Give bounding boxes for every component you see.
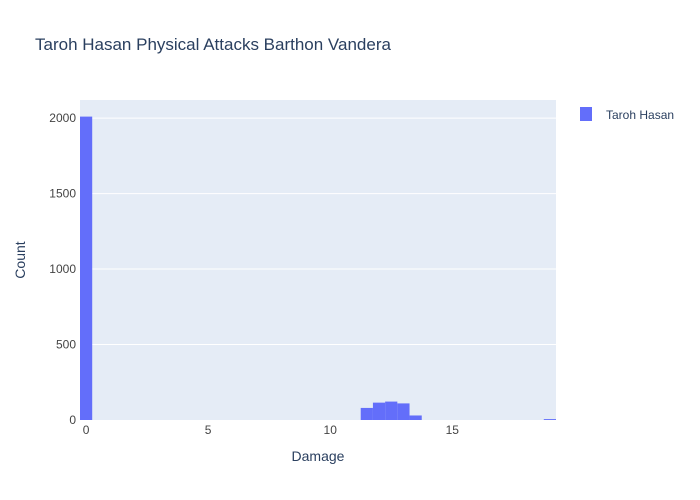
y-tick-label: 1000	[49, 262, 76, 276]
plot-area	[80, 100, 556, 421]
legend[interactable]: Taroh Hasan	[580, 107, 674, 122]
y-tick-label: 2000	[49, 111, 76, 125]
y-axis-title: Count	[12, 241, 28, 278]
histogram-bar[interactable]	[409, 415, 422, 420]
x-tick-label: 10	[324, 423, 338, 437]
histogram-bar[interactable]	[372, 402, 386, 420]
histogram-bar[interactable]	[80, 116, 93, 421]
legend-swatch[interactable]	[580, 107, 592, 121]
histogram-bar[interactable]	[360, 407, 373, 420]
chart-title: Taroh Hasan Physical Attacks Barthon Van…	[35, 35, 391, 54]
x-axis-title: Damage	[292, 448, 345, 464]
legend-label[interactable]: Taroh Hasan	[606, 108, 674, 122]
histogram-bar[interactable]	[543, 419, 556, 420]
histogram-bar[interactable]	[385, 401, 398, 420]
histogram-bar[interactable]	[397, 403, 410, 420]
x-tick-label: 5	[205, 423, 212, 437]
y-axis-ticks: 0 500 1000 1500 2000	[49, 111, 76, 427]
y-tick-label: 0	[69, 413, 76, 427]
x-tick-label: 15	[446, 423, 460, 437]
x-tick-label: 0	[83, 423, 90, 437]
grid-lines	[80, 117, 556, 346]
y-tick-label: 1500	[49, 187, 76, 201]
plot-background	[80, 100, 556, 420]
x-axis-ticks: 0 5 10 15	[83, 423, 459, 437]
bars	[80, 116, 556, 421]
y-tick-label: 500	[56, 338, 76, 352]
